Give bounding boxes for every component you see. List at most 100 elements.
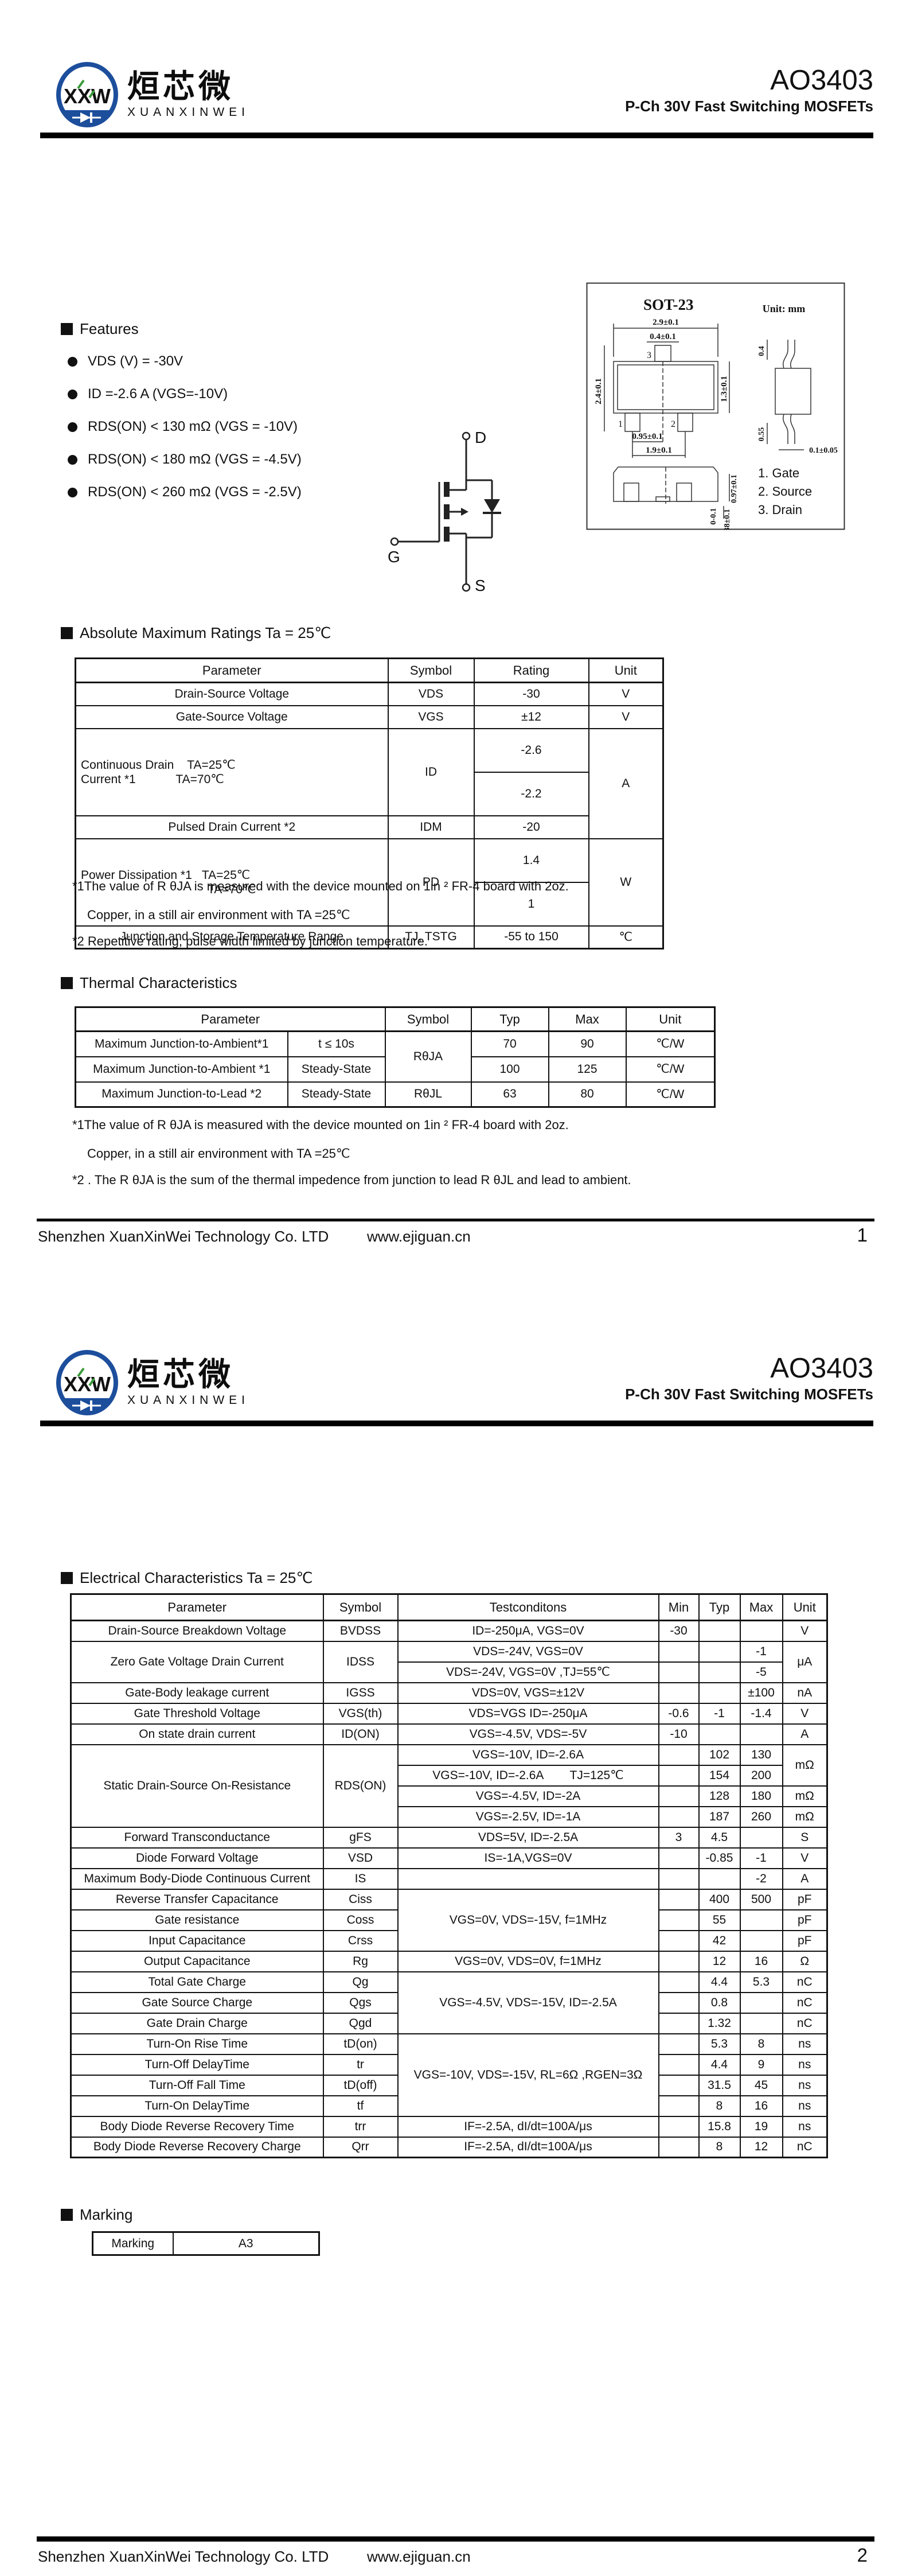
- table-row: Marking A3: [92, 2231, 320, 2256]
- ec-cell: [658, 1661, 700, 1683]
- thermal-col-parameter: Parameter: [75, 1006, 386, 1032]
- ec-cell: Ciss: [322, 1888, 399, 1910]
- thermal-col-typ: Typ: [470, 1006, 549, 1032]
- ec-cell: 1.32: [698, 2012, 741, 2034]
- ec-cell: 31.5: [698, 2074, 741, 2096]
- table-row: -2.2: [76, 771, 663, 816]
- dim-pad-height: 0.97±0.1: [730, 474, 739, 503]
- ec-cell: A: [782, 1867, 828, 1890]
- doc-title: AO3403 P-Ch 30V Fast Switching MOSFETs: [625, 64, 873, 115]
- amr-cell-line: TA=70℃: [208, 882, 256, 896]
- section-marker-icon: [61, 2209, 73, 2221]
- ec-col-typ: Typ: [698, 1593, 741, 1621]
- ec-cell: [658, 1867, 700, 1890]
- ec-cell: Rg: [322, 1950, 399, 1972]
- thermal-cell: 70: [470, 1030, 549, 1057]
- ec-cell: [658, 2074, 700, 2096]
- feature-text: RDS(ON) < 130 mΩ (VGS = -10V): [88, 419, 298, 434]
- ec-cell: VDS=VGS ID=-250μA: [397, 1702, 659, 1725]
- ec-cell: Turn-Off Fall Time: [70, 2074, 324, 2096]
- ec-cell: V: [782, 1620, 828, 1642]
- table-row: Gate-Body leakage current IGSS VDS=0V, V…: [70, 1682, 828, 1704]
- table-row: 1: [76, 881, 663, 927]
- ec-col-max: Max: [739, 1593, 783, 1621]
- ec-cell: VSD: [322, 1847, 399, 1869]
- table-row: Diode Forward Voltage VSD IS=-1A,VGS=0V …: [70, 1847, 828, 1869]
- table-row: Input Capacitance Crss 42 pF: [70, 1929, 828, 1952]
- thermal-cell: RθJA: [384, 1030, 472, 1083]
- thermal-col-max: Max: [548, 1006, 627, 1032]
- ec-cell: IS=-1A,VGS=0V: [397, 1847, 659, 1869]
- package-unit: Unit: mm: [763, 303, 806, 314]
- ec-cell: VGS=-10V, ID=-2.6A: [397, 1744, 659, 1766]
- ec-cell: -1: [739, 1847, 783, 1869]
- ec-cell: 180: [739, 1785, 783, 1807]
- ec-cell: On state drain current: [70, 1723, 324, 1745]
- ec-cell: VDS=5V, ID=-2.5A: [397, 1826, 659, 1849]
- ec-cell: tD(on): [322, 2033, 399, 2055]
- footer-company: Shenzhen XuanXinWei Technology Co. LTD: [38, 2548, 329, 2565]
- source-label: S: [475, 577, 486, 594]
- ec-cell: nC: [782, 2136, 828, 2158]
- marking-value: A3: [172, 2231, 320, 2256]
- ec-cell: 260: [739, 1805, 783, 1828]
- ec-cell: Output Capacitance: [70, 1950, 324, 1972]
- ec-cell: [698, 1620, 741, 1642]
- xxw-logo-icon: XXW: [56, 62, 118, 127]
- ec-cell: 400: [698, 1888, 741, 1910]
- dim-lead-top: 0.4: [757, 346, 766, 356]
- ec-cell: ns: [782, 2074, 828, 2096]
- ec-cell: Static Drain-Source On-Resistance: [70, 1744, 324, 1828]
- feature-text: VDS (V) = -30V: [88, 353, 183, 369]
- ec-cell: Gate resistance: [70, 1909, 324, 1931]
- brand-name-en: XUANXINWEI: [127, 1394, 250, 1407]
- table-row: Turn-Off Fall Time tD(off) 31.5 45 ns: [70, 2074, 828, 2096]
- ec-col-symbol: Symbol: [322, 1593, 399, 1621]
- ec-cell: VGS=-4.5V, ID=-2A: [397, 1785, 659, 1807]
- ec-cell: mΩ: [782, 1785, 828, 1807]
- dim-total-height: 2.4±0.1: [594, 378, 603, 404]
- feature-item: RDS(ON) < 130 mΩ (VGS = -10V): [68, 419, 298, 435]
- footer-website: www.ejiguan.cn: [367, 1228, 471, 1245]
- marking-label: Marking: [92, 2231, 174, 2256]
- amr-cell: 1: [473, 881, 589, 927]
- header-rule: [40, 1421, 873, 1426]
- thermal-cell: 90: [548, 1030, 627, 1057]
- ec-cell: V: [782, 1847, 828, 1869]
- ec-cell: VDS=-24V, VGS=0V ,TJ=55℃: [397, 1661, 659, 1683]
- ec-cell: Reverse Transfer Capacitance: [70, 1888, 324, 1910]
- ec-cell: Total Gate Charge: [70, 1971, 324, 1993]
- ec-cell: [658, 2095, 700, 2117]
- ec-cell: [658, 2053, 700, 2076]
- table-row: Parameter Symbol Testconditons Min Typ M…: [70, 1593, 828, 1621]
- table-row: Turn-On DelayTime tf 8 16 ns: [70, 2095, 828, 2117]
- ec-cell: 3: [658, 1826, 700, 1849]
- thermal-cell: ℃/W: [625, 1056, 716, 1083]
- ec-cell: IF=-2.5A, dI/dt=100A/μs: [397, 2136, 659, 2158]
- pin-legend-source: 2. Source: [758, 484, 812, 499]
- ec-cell: VGS=-2.5V, ID=-1A: [397, 1805, 659, 1828]
- ec-cell: [739, 1991, 783, 2014]
- part-number: AO3403: [770, 1353, 873, 1384]
- thermal-cell: 100: [470, 1056, 549, 1083]
- bullet-icon: [68, 454, 77, 465]
- ec-cell: [658, 1682, 700, 1704]
- amr-cell: A: [588, 727, 664, 839]
- ec-col-testconditions: Testconditons: [397, 1593, 659, 1621]
- table-row: Static Drain-Source On-Resistance RDS(ON…: [70, 1744, 828, 1828]
- table-row: Power Dissipation *1 TA=25℃ TA=70℃ PD 1.4…: [75, 838, 664, 927]
- ec-cell: -5: [739, 1661, 783, 1683]
- ec-cell: Diode Forward Voltage: [70, 1847, 324, 1869]
- ec-col-min: Min: [658, 1593, 700, 1621]
- amr-title: Absolute Maximum Ratings Ta = 25℃: [80, 624, 331, 641]
- table-row: VGS=-4.5V, ID=-2A 128 180 mΩ: [71, 1785, 828, 1807]
- ec-cell: nC: [782, 2012, 828, 2034]
- ec-cell: [658, 1950, 700, 1972]
- table-row: Gate Threshold Voltage VGS(th) VDS=VGS I…: [70, 1702, 828, 1725]
- table-row: Gate resistance Coss 55 pF: [70, 1909, 828, 1931]
- section-marker-icon: [61, 1572, 73, 1584]
- ec-cell: VDS=0V, VGS=±12V: [397, 1682, 659, 1704]
- ec-cell: -1: [698, 1702, 741, 1725]
- logo-diode-icon: [72, 1400, 101, 1411]
- footer-website: www.ejiguan.cn: [367, 2548, 471, 2565]
